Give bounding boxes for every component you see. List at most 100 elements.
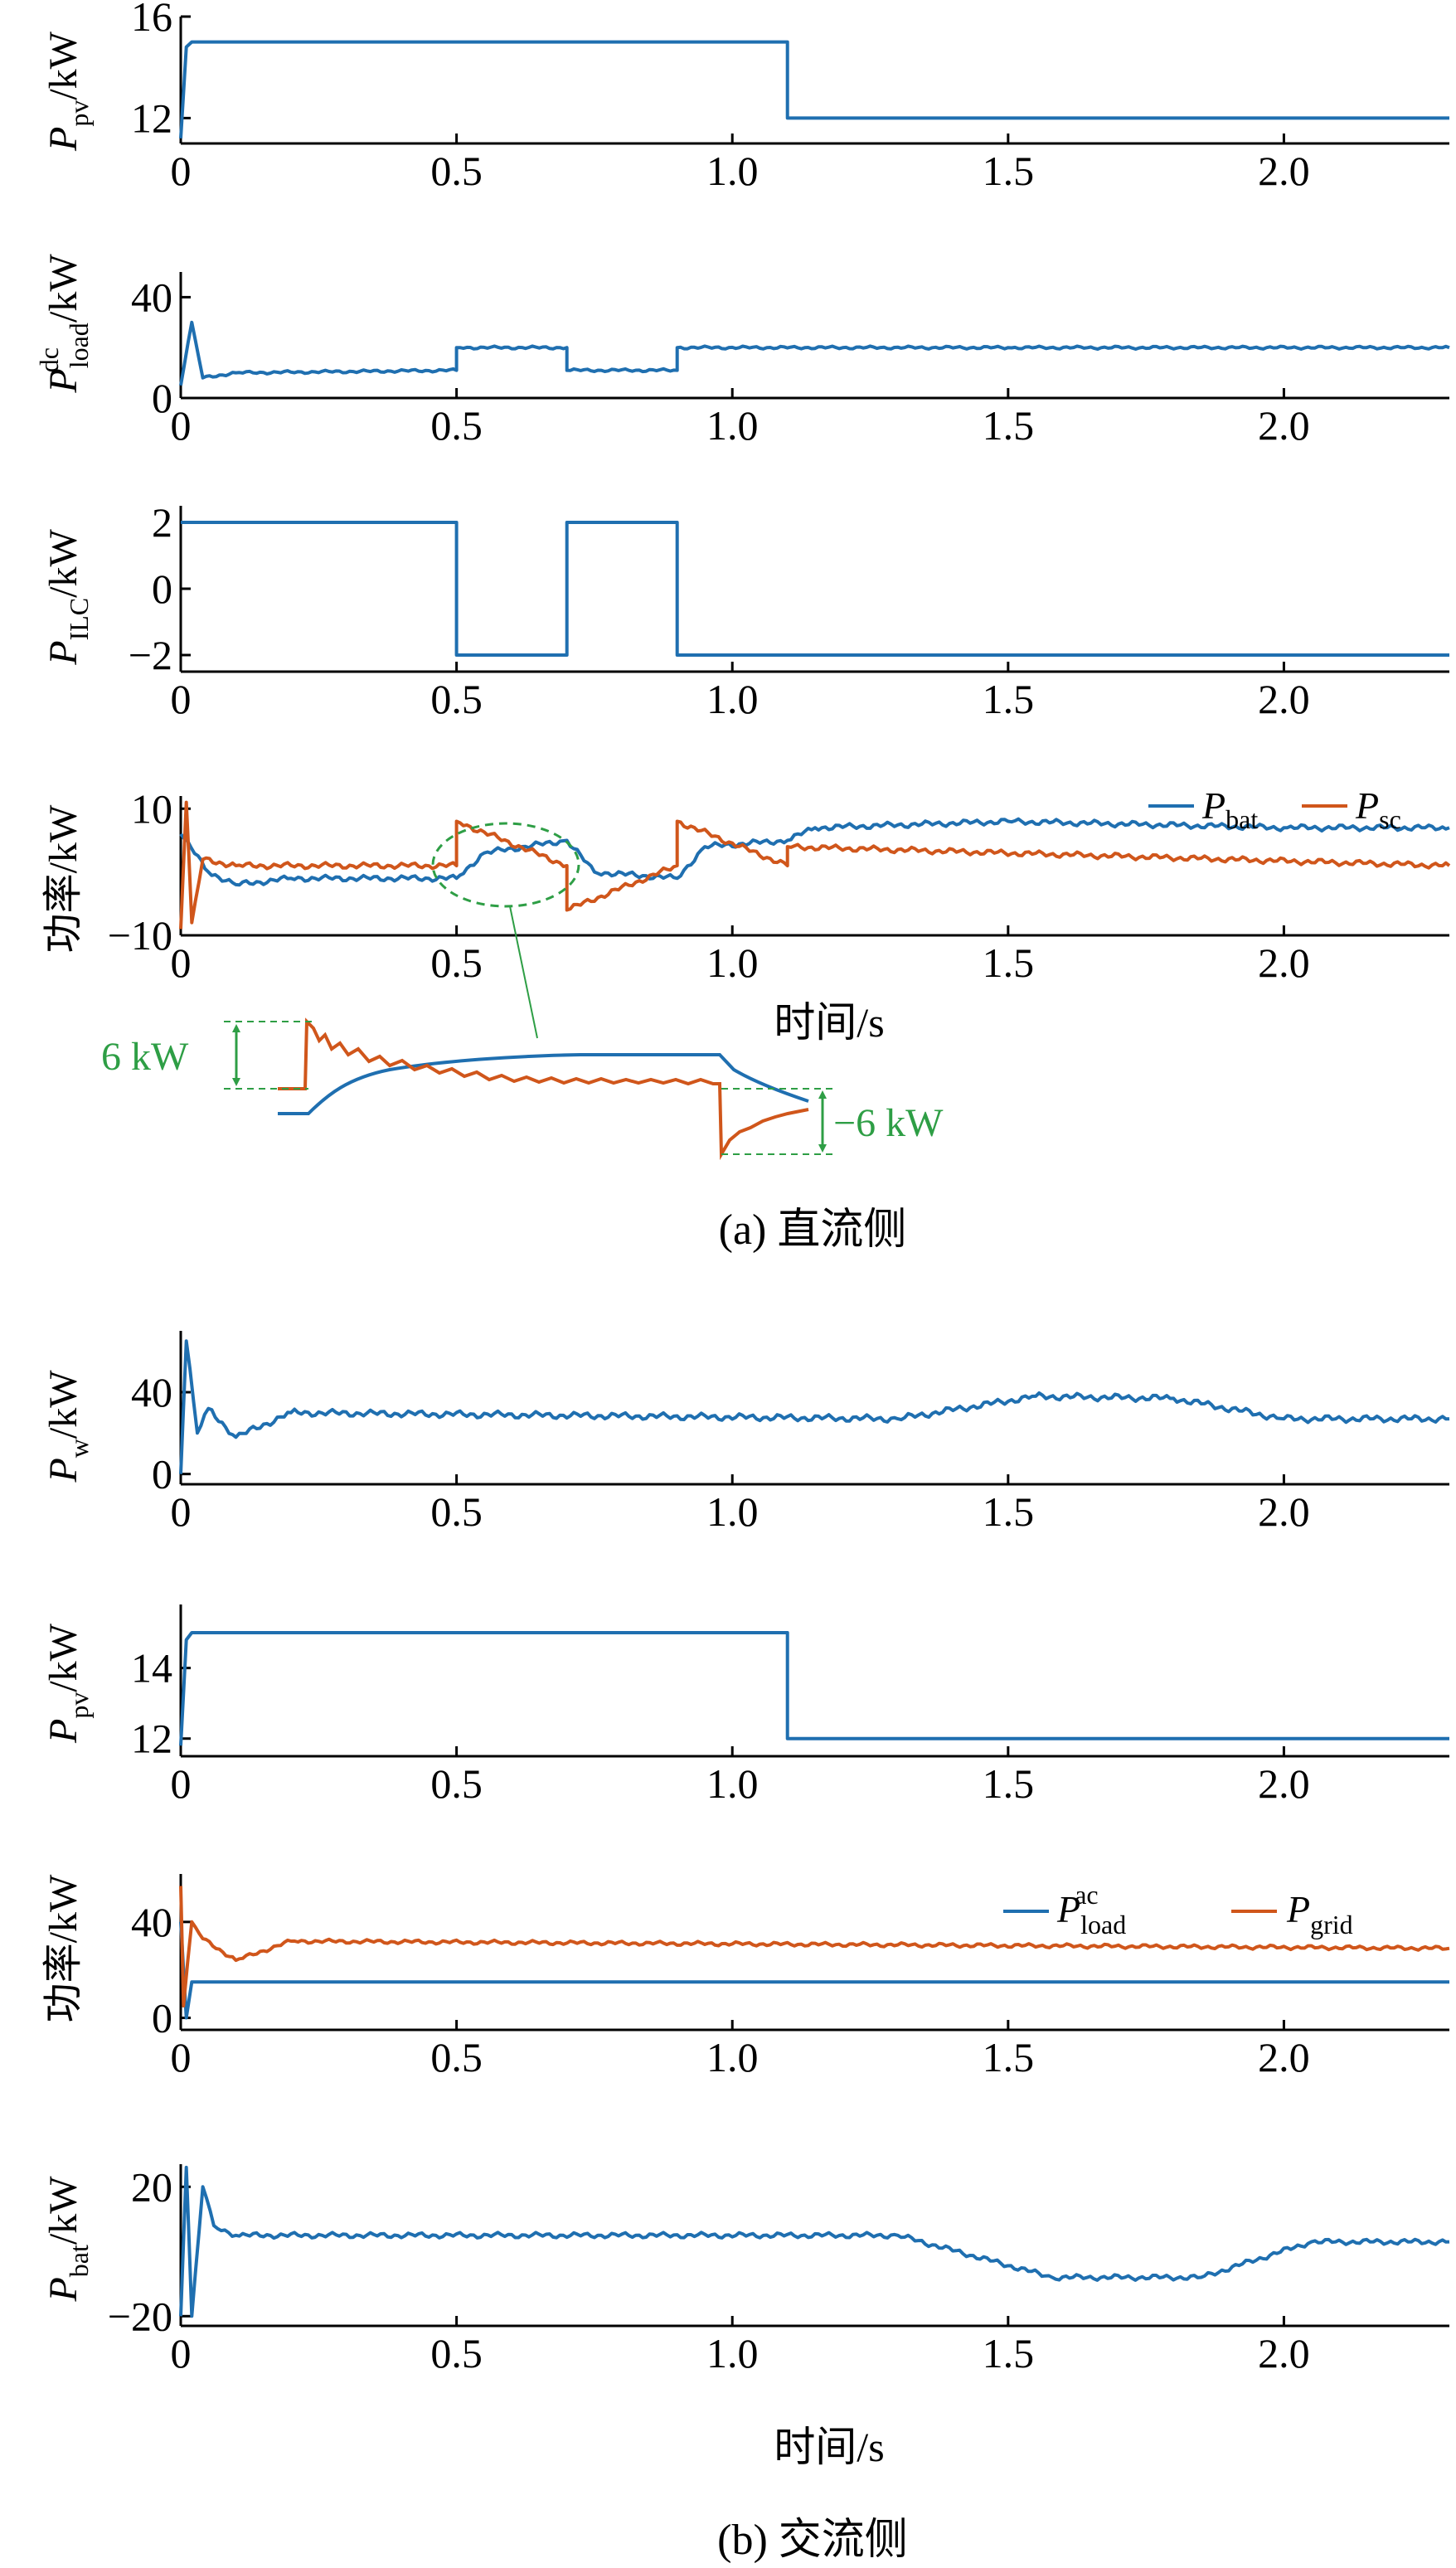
x-tick-label: 2.0 [1258, 402, 1310, 449]
y-tick-label: −10 [108, 912, 172, 959]
x-tick-label: 0.5 [430, 2330, 483, 2376]
inset-blue-trace [278, 1053, 809, 1115]
svg-text:Pbat/kW: Pbat/kW [41, 2176, 94, 2303]
chart-b4: 0 0.5 1.0 1.5 2.0 −20 20 [108, 2163, 1450, 2376]
svg-text:Ppv/kW: Ppv/kW [41, 31, 94, 152]
x-tick-label: 0.5 [430, 1488, 483, 1535]
ylabel-a2: Ploaddc/kW [34, 254, 94, 394]
y-tick-label: 0 [152, 375, 172, 421]
svg-text:PILC/kW: PILC/kW [41, 529, 94, 666]
legend-label-psc: Psc [1355, 784, 1401, 834]
x-tick-label: 1.5 [983, 939, 1035, 986]
chart-a1: 0 0.5 1.0 1.5 2.0 12 16 [131, 0, 1449, 194]
y-tick-label: 0 [152, 1451, 172, 1498]
x-tick-label: 0 [171, 2034, 192, 2080]
svg-text:Pw/kW: Pw/kW [41, 1370, 94, 1483]
ylabel-b1: Pw/kW [41, 1370, 94, 1483]
xlabel-b: 时间/s [774, 2424, 884, 2470]
y-tick-label: 10 [131, 785, 172, 832]
y-tick-label: 40 [131, 274, 172, 320]
zoom-ellipse [431, 822, 580, 908]
x-tick-label: 2.0 [1258, 148, 1310, 194]
x-tick-label: 0.5 [430, 148, 483, 194]
series-line-blue [179, 1339, 1450, 1474]
y-tick-label: 0 [152, 566, 172, 612]
y-tick-label: 40 [131, 1369, 172, 1415]
plot-area: 0 0.5 1.0 1.5 2.0 12 16 0 0.5 1.0 1.5 2.0 0 40 0 0.5 1.0… [108, 0, 1451, 2376]
x-tick-label: 1.5 [983, 2330, 1035, 2376]
legend-label-pbat: Pbat [1201, 784, 1258, 834]
x-tick-label: 1.0 [706, 1760, 759, 1807]
ylabel-b3: 功率/kW [41, 1874, 85, 2022]
xlabel-a: 时间/s [774, 999, 884, 1046]
svg-text:功率/kW: 功率/kW [41, 804, 85, 953]
zoom-connector [509, 905, 538, 1039]
x-tick-label: 0 [171, 2330, 192, 2376]
x-tick-label: 0.5 [430, 1760, 483, 1807]
x-tick-label: 0.5 [430, 939, 483, 986]
x-tick-label: 2.0 [1258, 1760, 1310, 1807]
x-tick-label: 0.5 [430, 402, 483, 449]
svg-text:Ppv/kW: Ppv/kW [41, 1623, 94, 1744]
series-line-blue [179, 817, 1450, 887]
x-tick-label: 1.5 [983, 1760, 1035, 1807]
y-tick-label: −20 [108, 2293, 172, 2339]
chart-b1: 0 0.5 1.0 1.5 2.0 0 40 [131, 1331, 1450, 1535]
y-tick-label: 0 [152, 1995, 172, 2041]
chart-a3: 0 0.5 1.0 1.5 2.0−202 [129, 499, 1449, 722]
series-line-blue [179, 1921, 1449, 2020]
inset-orange-trace [278, 1017, 809, 1161]
y-tick-label: 16 [131, 0, 172, 40]
x-tick-label: 1.5 [983, 148, 1035, 194]
x-tick-label: 0 [171, 1760, 192, 1807]
y-tick-label: 12 [131, 1716, 172, 1762]
x-tick-label: 0 [171, 402, 192, 449]
x-tick-label: 1.5 [983, 2034, 1035, 2080]
x-tick-label: 0 [171, 939, 192, 986]
y-tick-label: 20 [131, 2163, 172, 2210]
x-tick-label: 2.0 [1258, 2330, 1310, 2376]
x-tick-label: 2.0 [1258, 676, 1310, 722]
x-tick-label: 2.0 [1258, 939, 1310, 986]
ylabel-a3: PILC/kW [41, 529, 94, 666]
y-tick-label: 14 [131, 1645, 172, 1692]
x-tick-label: 1.0 [706, 939, 759, 986]
x-tick-label: 0.5 [430, 676, 483, 722]
x-tick-label: 0.5 [430, 2034, 483, 2080]
inset: 6 kW −6 kW [101, 1017, 944, 1161]
x-tick-label: 2.0 [1258, 1488, 1310, 1535]
series-line-blue [179, 40, 1449, 139]
chart-b2: 0 0.5 1.0 1.5 2.0 12 14 [131, 1604, 1449, 1807]
x-tick-label: 0 [171, 148, 192, 194]
x-tick-label: 1.5 [983, 676, 1035, 722]
inset-label-down: −6 kW [833, 1101, 944, 1145]
x-tick-label: 0 [171, 1488, 192, 1535]
chart-a2: 0 0.5 1.0 1.5 2.0 0 40 [131, 272, 1450, 449]
x-tick-label: 1.0 [706, 2330, 759, 2376]
y-tick-label: 40 [131, 1899, 172, 1945]
ylabel-b2: Ppv/kW [41, 1623, 94, 1744]
x-tick-label: 2.0 [1258, 2034, 1310, 2080]
svg-text:功率/kW: 功率/kW [41, 1874, 85, 2022]
legend-a4: Pbat Psc [1148, 784, 1401, 834]
x-tick-label: 1.0 [706, 676, 759, 722]
svg-text:Ploaddc/kW: Ploaddc/kW [34, 254, 94, 394]
series-line-blue [179, 1631, 1449, 1746]
series-line-orange [179, 1886, 1450, 2008]
chart-b3: 0 0.5 1.0 1.5 2.0 0 40 [131, 1874, 1450, 2080]
series-line-blue [179, 2165, 1450, 2318]
legend-label-pgrid: Pgrid [1286, 1888, 1353, 1939]
series-line-blue [179, 320, 1450, 386]
ylabel-a1: Ppv/kW [41, 31, 94, 152]
y-tick-label: 2 [152, 499, 172, 546]
x-tick-label: 1.0 [706, 2034, 759, 2080]
caption-b: (b) 交流侧 [717, 2517, 908, 2564]
ylabel-a4: 功率/kW [41, 804, 85, 953]
series-line-orange [179, 800, 1451, 930]
y-tick-label: 12 [131, 95, 172, 141]
x-tick-label: 1.0 [706, 1488, 759, 1535]
zoom-annotation [431, 822, 580, 1039]
x-tick-label: 0 [171, 676, 192, 722]
inset-label-up: 6 kW [101, 1035, 189, 1079]
